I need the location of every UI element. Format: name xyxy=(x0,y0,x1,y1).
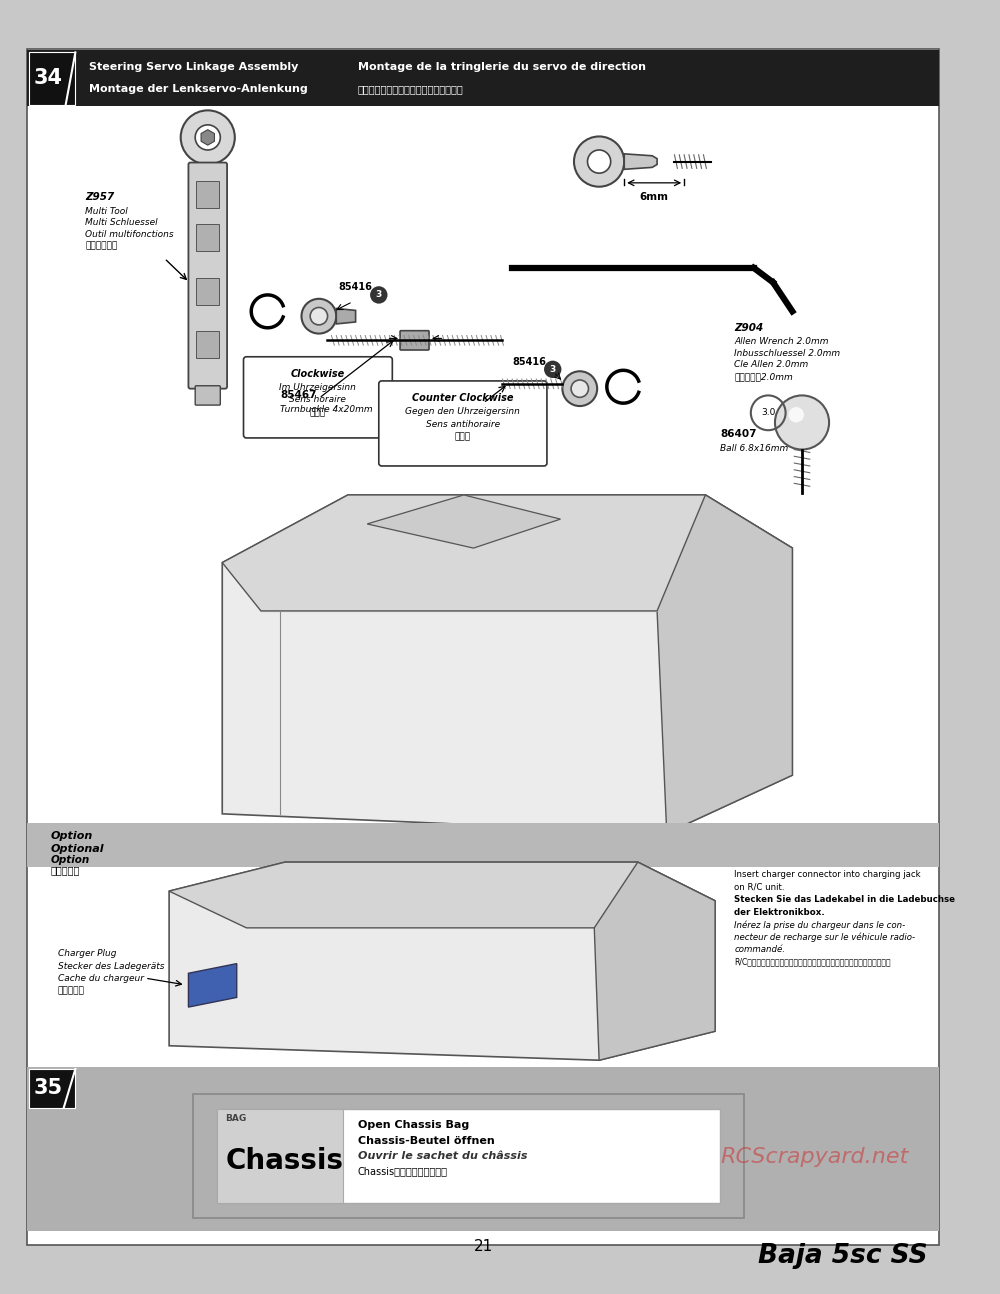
Polygon shape xyxy=(336,308,356,324)
FancyBboxPatch shape xyxy=(379,380,547,466)
Text: Chassis: Chassis xyxy=(225,1146,343,1175)
Circle shape xyxy=(574,136,624,186)
Text: Inérez la prise du chargeur dans le con-: Inérez la prise du chargeur dans le con- xyxy=(734,920,906,929)
Text: 85416: 85416 xyxy=(338,282,372,292)
FancyBboxPatch shape xyxy=(400,331,429,349)
Text: Inbusschluessel 2.0mm: Inbusschluessel 2.0mm xyxy=(734,349,841,358)
Text: 左ネジ: 左ネジ xyxy=(455,432,471,441)
Text: Multi Schluessel: Multi Schluessel xyxy=(85,219,158,228)
Text: Counter Clockwise: Counter Clockwise xyxy=(412,393,514,404)
Bar xyxy=(196,331,219,357)
Circle shape xyxy=(562,371,597,406)
Polygon shape xyxy=(169,862,715,1060)
Text: Clockwise: Clockwise xyxy=(291,369,345,379)
Text: Z904: Z904 xyxy=(734,322,764,333)
Polygon shape xyxy=(624,154,657,170)
Bar xyxy=(193,1093,744,1218)
Text: 充電プラグ: 充電プラグ xyxy=(58,987,85,996)
Circle shape xyxy=(181,110,235,164)
Text: 34: 34 xyxy=(34,69,63,88)
FancyBboxPatch shape xyxy=(195,386,220,405)
Circle shape xyxy=(571,380,588,397)
Bar xyxy=(196,181,219,208)
Text: RCScrapyard.net: RCScrapyard.net xyxy=(720,1146,908,1167)
Text: Baja 5sc SS: Baja 5sc SS xyxy=(758,1244,928,1269)
Text: 3.0: 3.0 xyxy=(761,409,775,418)
Text: Multi Tool: Multi Tool xyxy=(85,207,128,216)
Polygon shape xyxy=(222,494,792,611)
Text: 35: 35 xyxy=(34,1078,63,1099)
Text: BAG: BAG xyxy=(225,1114,246,1123)
Text: Gegen den Uhrzeigersinn: Gegen den Uhrzeigersinn xyxy=(405,408,520,415)
Text: 六角レンド2.0mm: 六角レンド2.0mm xyxy=(734,371,793,380)
Text: Allen Wrench 2.0mm: Allen Wrench 2.0mm xyxy=(734,338,829,347)
Bar xyxy=(27,50,939,106)
Polygon shape xyxy=(29,1069,75,1108)
Polygon shape xyxy=(657,494,792,833)
Text: 6mm: 6mm xyxy=(640,193,669,202)
Text: Stecker des Ladegeräts: Stecker des Ladegeräts xyxy=(58,961,164,970)
Text: Stecken Sie das Ladekabel in die Ladebuchse: Stecken Sie das Ladekabel in die Ladebuc… xyxy=(734,895,955,905)
Text: commandé.: commandé. xyxy=(734,945,785,954)
Text: Z957: Z957 xyxy=(85,193,114,202)
Circle shape xyxy=(195,124,220,150)
Circle shape xyxy=(310,308,328,325)
Polygon shape xyxy=(169,862,715,928)
Text: Montage der Lenkservo-Anlenkung: Montage der Lenkservo-Anlenkung xyxy=(89,84,308,94)
Text: Insert charger connector into charging jack: Insert charger connector into charging j… xyxy=(734,870,921,879)
Polygon shape xyxy=(594,862,715,1060)
Polygon shape xyxy=(29,52,75,105)
Text: 右ネジ: 右ネジ xyxy=(310,408,326,417)
Text: 21: 21 xyxy=(474,1240,493,1254)
Text: Steering Servo Linkage Assembly: Steering Servo Linkage Assembly xyxy=(89,62,298,72)
Text: on R/C unit.: on R/C unit. xyxy=(734,883,785,892)
Bar xyxy=(27,823,939,867)
Polygon shape xyxy=(201,129,214,145)
Text: オプション: オプション xyxy=(50,866,80,875)
Bar xyxy=(196,277,219,304)
Text: Chassis-Beutel öffnen: Chassis-Beutel öffnen xyxy=(358,1136,494,1145)
Text: Cache du chargeur: Cache du chargeur xyxy=(58,974,144,983)
Text: 85416: 85416 xyxy=(512,357,546,366)
Text: Option: Option xyxy=(50,831,92,841)
Polygon shape xyxy=(222,494,792,833)
Text: Montage de la tringlerie du servo de direction: Montage de la tringlerie du servo de dir… xyxy=(358,62,646,72)
Bar xyxy=(217,1109,720,1203)
Text: Open Chassis Bag: Open Chassis Bag xyxy=(358,1121,469,1130)
Text: 3: 3 xyxy=(550,365,556,374)
Text: Optional: Optional xyxy=(50,844,104,854)
Circle shape xyxy=(588,150,611,173)
Circle shape xyxy=(370,286,387,304)
Text: 86407: 86407 xyxy=(720,430,756,439)
Text: R/Cユニットの充電ジャックに充電のコネクターを差し込んでください。: R/Cユニットの充電ジャックに充電のコネクターを差し込んでください。 xyxy=(734,958,891,967)
Text: Chassisの袋を使用します。: Chassisの袋を使用します。 xyxy=(358,1166,448,1176)
FancyBboxPatch shape xyxy=(188,163,227,388)
Text: necteur de recharge sur le véhicule radio-: necteur de recharge sur le véhicule radi… xyxy=(734,933,916,942)
Text: Sens horaire: Sens horaire xyxy=(289,396,346,405)
Circle shape xyxy=(544,361,561,378)
Text: 85467: 85467 xyxy=(280,391,317,400)
Text: Turnbuckle 4x20mm: Turnbuckle 4x20mm xyxy=(280,405,373,414)
Text: 3: 3 xyxy=(376,290,382,299)
Text: der Elektronikbox.: der Elektronikbox. xyxy=(734,907,825,916)
Text: Ball 6.8x16mm: Ball 6.8x16mm xyxy=(720,444,788,453)
Text: ステアリングサーボリンケージの組立て: ステアリングサーボリンケージの組立て xyxy=(358,84,463,94)
Polygon shape xyxy=(367,494,560,549)
Bar xyxy=(196,224,219,251)
Bar xyxy=(27,1068,939,1232)
Circle shape xyxy=(789,408,804,422)
Text: Charger Plug: Charger Plug xyxy=(58,949,116,958)
Polygon shape xyxy=(188,964,237,1007)
Bar xyxy=(217,1109,343,1203)
Circle shape xyxy=(775,396,829,449)
Text: Outil multifonctions: Outil multifonctions xyxy=(85,230,174,239)
Text: Ouvrir le sachet du châssis: Ouvrir le sachet du châssis xyxy=(358,1152,527,1161)
Text: Im Uhrzeigersinn: Im Uhrzeigersinn xyxy=(279,383,356,392)
Text: マルチツール: マルチツール xyxy=(85,242,117,251)
FancyBboxPatch shape xyxy=(244,357,392,437)
Text: Cle Allen 2.0mm: Cle Allen 2.0mm xyxy=(734,361,809,369)
Text: Sens antihoraire: Sens antihoraire xyxy=(426,419,500,428)
Circle shape xyxy=(301,299,336,334)
Text: Option: Option xyxy=(50,855,89,866)
